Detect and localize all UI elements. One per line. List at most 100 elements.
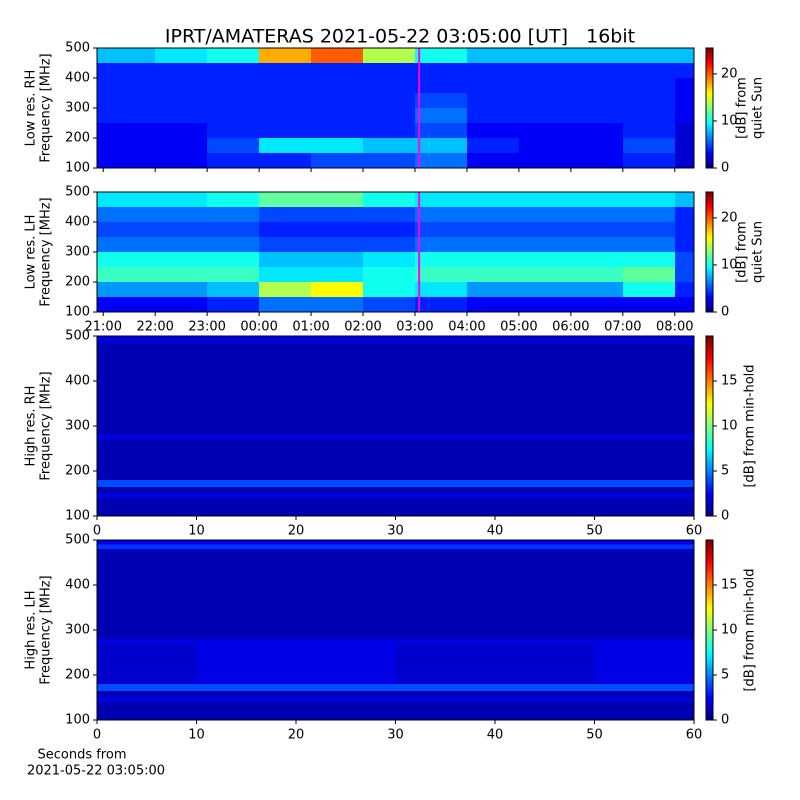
colorbar-swatch: [706, 130, 713, 133]
colorbar-swatch: [706, 202, 713, 205]
colorbar-swatch: [706, 705, 713, 709]
heatmap-cell: [570, 78, 623, 93]
heatmap-cell: [259, 48, 312, 63]
heatmap-cell: [466, 222, 519, 237]
x-tick-label: 23:00: [188, 320, 225, 335]
y-tick-label: 100: [65, 305, 90, 320]
heatmap-cell: [518, 282, 571, 297]
heatmap-cell: [97, 498, 197, 516]
colorbar-swatch: [706, 717, 713, 721]
colorbar-tick-label: 0: [721, 305, 729, 320]
heatmap-cell: [207, 297, 260, 312]
heatmap-cell: [570, 237, 623, 252]
colorbar-swatch: [706, 642, 713, 646]
heatmap-cell: [97, 435, 197, 440]
heatmap-cell: [97, 93, 156, 108]
colorbar-swatch: [706, 222, 713, 225]
colorbar-swatch: [706, 450, 713, 454]
colorbar-swatch: [706, 663, 713, 667]
y-tick-label: 300: [65, 623, 90, 638]
heatmap-cell: [594, 684, 694, 691]
heatmap-cell: [570, 93, 623, 108]
colorbar-swatch: [706, 158, 713, 161]
heatmap-cell: [97, 684, 197, 691]
colorbar-label: [dB] from: [735, 77, 750, 139]
heatmap-cell: [363, 192, 415, 207]
heatmap-cell: [363, 123, 415, 138]
colorbar-swatch: [706, 465, 713, 469]
heatmap-cell: [395, 643, 495, 684]
x-tick-label: 30: [387, 524, 404, 539]
heatmap-cell: [395, 480, 495, 487]
heatmap-cell: [196, 486, 296, 494]
y-tick-label: 200: [65, 275, 90, 290]
x-tick-label: 01:00: [292, 320, 329, 335]
colorbar-swatch: [706, 76, 713, 79]
heatmap-cell: [259, 153, 312, 168]
colorbar-swatch: [706, 417, 713, 421]
heatmap-cell: [414, 282, 467, 297]
colorbar-swatch: [706, 561, 713, 565]
heatmap-cell: [207, 123, 260, 138]
heatmap-cell: [311, 297, 364, 312]
heatmap-cell: [97, 78, 156, 93]
heatmap-cell: [395, 498, 495, 516]
colorbar-swatch: [706, 56, 713, 59]
colorbar-swatch: [706, 474, 713, 478]
heatmap-cell: [97, 48, 156, 63]
colorbar-swatch: [706, 564, 713, 568]
heatmap-cell: [674, 222, 694, 237]
heatmap-cell: [594, 336, 694, 341]
y-axis-label: Frequency [MHz]: [39, 575, 54, 684]
colorbar-swatch: [706, 438, 713, 442]
colorbar-swatch: [706, 345, 713, 349]
colorbar-swatch: [706, 146, 713, 149]
colorbar-swatch: [706, 459, 713, 463]
heatmap-cell: [155, 237, 208, 252]
heatmap-cell: [207, 153, 260, 168]
y-axis-label: High res. LH: [24, 590, 39, 669]
heatmap-cell: [155, 48, 208, 63]
heatmap-cell: [395, 540, 495, 545]
heatmap-cell: [196, 435, 296, 440]
colorbar-swatch: [706, 546, 713, 550]
heatmap-cell: [296, 540, 396, 545]
heatmap-cell: [622, 108, 675, 123]
heatmap-cell: [495, 697, 595, 702]
colorbar-swatch: [706, 302, 713, 305]
colorbar-swatch: [706, 192, 713, 195]
heatmap-cell: [196, 702, 296, 720]
colorbar-swatch: [706, 140, 713, 143]
y-tick-label: 300: [65, 245, 90, 260]
colorbar-swatch: [706, 579, 713, 583]
colorbar-swatch: [706, 124, 713, 127]
x-tick-label: 05:00: [500, 320, 537, 335]
heatmap-cell: [196, 480, 296, 487]
heatmap-cell: [296, 336, 396, 341]
colorbar-swatch: [706, 50, 713, 53]
heatmap-cell: [207, 252, 260, 267]
colorbar-swatch: [706, 414, 713, 418]
colorbar-swatch: [706, 208, 713, 211]
heatmap-cell: [622, 207, 675, 222]
colorbar-swatch: [706, 290, 713, 293]
heatmap-cell: [296, 684, 396, 691]
colorbar-swatch: [706, 693, 713, 697]
y-tick-label: 500: [65, 41, 90, 56]
heatmap-cell: [395, 340, 495, 345]
colorbar-swatch: [706, 402, 713, 406]
heatmap-cell: [207, 108, 260, 123]
heatmap-cell: [674, 207, 694, 222]
heatmap-cell: [395, 493, 495, 498]
colorbar-swatch: [706, 600, 713, 604]
colorbar-swatch: [706, 212, 713, 215]
x-tick-label: 08:00: [656, 320, 693, 335]
heatmap-cell: [674, 108, 694, 123]
colorbar-swatch: [706, 116, 713, 119]
colorbar-swatch: [706, 348, 713, 352]
heatmap-cell: [259, 78, 312, 93]
colorbar-swatch: [706, 669, 713, 673]
colorbar-swatch: [706, 272, 713, 275]
heatmap-cell: [311, 192, 364, 207]
colorbar-swatch: [706, 510, 713, 514]
